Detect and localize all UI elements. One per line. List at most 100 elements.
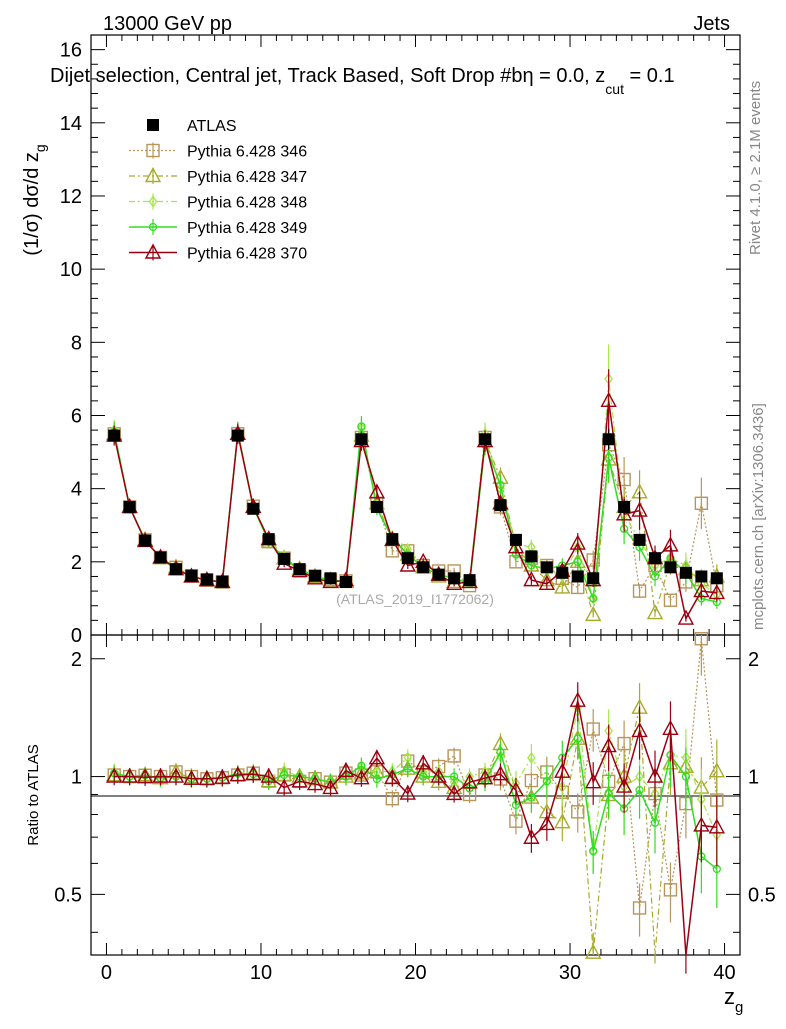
data-point (538, 574, 556, 590)
data-point (677, 609, 695, 625)
legend-entry: Pythia 6.428 349 (129, 219, 307, 237)
data-point (507, 538, 525, 554)
ratio-point (337, 761, 355, 778)
ratio-point (492, 765, 509, 781)
data-point (695, 570, 708, 583)
data-point (633, 533, 646, 546)
ratio-point (198, 769, 216, 786)
data-point (650, 572, 660, 581)
ratio-point (384, 768, 401, 785)
data-point (631, 501, 648, 517)
ratio-point (403, 764, 412, 773)
ratio-point (280, 770, 289, 780)
ratio-point (476, 769, 494, 785)
data-point (432, 568, 445, 581)
ratio-point (681, 772, 691, 781)
y-axis-label: (1/σ) dσ/d zg (21, 144, 48, 255)
ratio-point (449, 772, 459, 781)
data-point (587, 572, 600, 585)
ratio-point (214, 768, 231, 784)
ratio-point (635, 786, 644, 795)
header-energy: 13000 GeV pp (103, 13, 232, 35)
data-point (154, 551, 167, 564)
mcplots-credit-text: mcplots.cern.ch [arXiv:1306.3436] (750, 403, 767, 630)
y-tick-label: 6 (71, 405, 82, 427)
data-point (231, 429, 244, 442)
ratio-point (306, 775, 324, 791)
data-point (604, 453, 613, 462)
ratio-tick-label: 1 (71, 767, 82, 789)
legend-label: ATLAS (187, 118, 237, 135)
ratio-point (106, 767, 123, 783)
ratio-point (708, 762, 725, 778)
ratio-point (353, 769, 370, 785)
data-point (339, 575, 352, 588)
ratio-point (569, 691, 586, 707)
ratio-tick-label-right: 0.5 (748, 884, 776, 906)
y-tick-label: 8 (71, 332, 82, 354)
data-point (216, 575, 229, 588)
data-point (185, 569, 198, 582)
data-series (106, 344, 725, 974)
ratio-point (260, 767, 277, 783)
ratio-tick-label-right: 1 (748, 767, 759, 789)
ratio-tick-label-right: 2 (748, 649, 759, 671)
data-point (370, 500, 383, 513)
ratio-point (523, 828, 540, 844)
data-point (479, 433, 492, 446)
data-point (139, 534, 152, 547)
x-tick-label: 30 (559, 962, 581, 984)
legend-marker (146, 143, 160, 158)
data-point (386, 533, 399, 546)
legend-label: Pythia 6.428 348 (187, 195, 307, 212)
legend-label: Pythia 6.428 349 (187, 220, 307, 237)
plot-title-main: Dijet selection, Central jet, Track Base… (50, 65, 522, 87)
data-point (309, 569, 322, 582)
ratio-point (663, 883, 678, 897)
plot-title-eta: η (522, 65, 533, 87)
ratio-point (617, 736, 631, 751)
data-point (278, 552, 291, 565)
y-tick-label: 16 (60, 40, 82, 62)
ratio-point (694, 632, 709, 646)
data-point (509, 533, 522, 546)
data-point (632, 584, 647, 598)
legend-marker (144, 167, 162, 183)
series-line (113, 400, 717, 621)
x-tick-label: 20 (404, 962, 426, 984)
data-point (571, 580, 585, 595)
y-tick-label: 0 (71, 625, 82, 647)
data-point (169, 563, 182, 576)
legend-entry: Pythia 6.428 370 (129, 243, 307, 263)
data-point (586, 553, 600, 567)
ratio-point (507, 781, 525, 797)
legend-entry: ATLAS (147, 118, 237, 135)
data-point (123, 500, 136, 513)
data-point (108, 429, 121, 442)
ratio-point (650, 818, 660, 827)
data-point (368, 483, 386, 499)
legend-label: Pythia 6.428 347 (187, 169, 307, 186)
data-point (602, 433, 615, 446)
header-process: Jets (693, 13, 730, 35)
y-tick-label: 2 (71, 552, 82, 574)
legend-marker (147, 119, 159, 131)
data-point (448, 572, 461, 585)
legend-label: Pythia 6.428 346 (187, 144, 307, 161)
ratio-point (600, 737, 617, 753)
ratio-point (586, 722, 600, 736)
ratio-line (114, 638, 718, 909)
ratio-line (114, 700, 717, 956)
data-point (646, 604, 664, 620)
y-tick-label: 4 (71, 479, 82, 501)
ratio-tick-label: 2 (71, 649, 82, 671)
ratio-point (527, 751, 536, 765)
ratio-point (589, 846, 598, 856)
data-point (496, 480, 505, 490)
x-axis-label-main: z (724, 984, 735, 1009)
data-point (571, 570, 584, 583)
legend-entry: Pythia 6.428 346 (129, 142, 307, 161)
ratio-point (693, 816, 710, 832)
